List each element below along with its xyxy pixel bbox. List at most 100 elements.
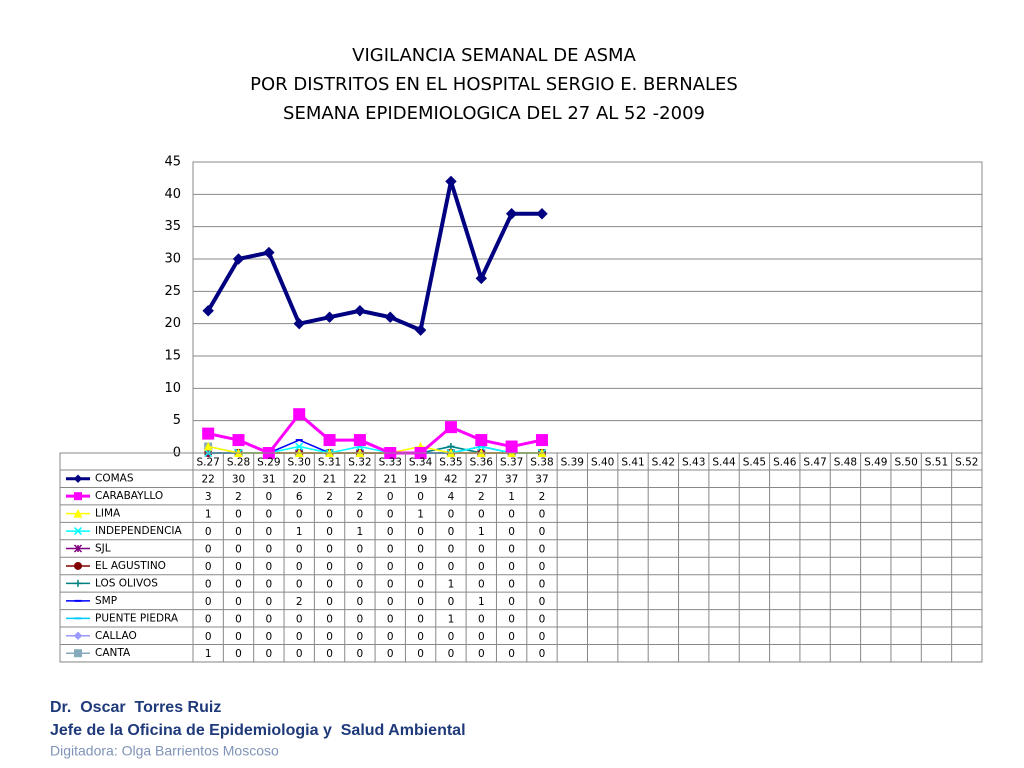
table-cell: 0 — [478, 544, 485, 556]
marker — [202, 305, 214, 317]
table-cell: 0 — [326, 561, 333, 573]
marker — [203, 441, 213, 451]
table-cell: 0 — [387, 509, 394, 521]
marker — [445, 175, 457, 188]
y-tick-label: 15 — [164, 349, 181, 364]
y-tick-label: 35 — [164, 219, 181, 234]
table-cell: 0 — [266, 631, 273, 643]
legend-label: INDEPENDENCIA — [95, 525, 182, 537]
x-tick-label: S.31 — [318, 457, 341, 469]
x-tick-label: S.46 — [773, 457, 797, 469]
table-cell: 0 — [539, 509, 546, 521]
table-cell: 0 — [478, 509, 485, 521]
y-tick-label: 45 — [164, 155, 181, 170]
table-cell: 0 — [478, 631, 485, 643]
legend-label: CARABAYLLO — [95, 490, 163, 502]
marker — [323, 434, 336, 447]
marker — [414, 324, 427, 336]
marker — [354, 305, 366, 317]
marker — [444, 421, 457, 434]
table-cell: 1 — [448, 613, 455, 625]
table-cell: 1 — [417, 509, 424, 521]
marker — [295, 442, 304, 451]
table-cell: 0 — [387, 631, 394, 643]
table-cell: 37 — [505, 474, 518, 486]
x-tick-label: S.28 — [227, 457, 250, 469]
marker — [232, 434, 245, 447]
table-cell: 0 — [539, 544, 546, 556]
table-cell: 0 — [205, 631, 212, 643]
x-tick-label: S.52 — [955, 457, 978, 469]
table-cell: 22 — [201, 474, 214, 486]
chart-title: SEMANA EPIDEMIOLOGICA DEL 27 AL 52 -2009 — [283, 103, 705, 124]
table-cell: 0 — [235, 613, 242, 625]
table-cell: 0 — [235, 509, 242, 521]
table-cell: 2 — [235, 491, 242, 503]
table-cell: 1 — [508, 491, 515, 503]
table-cell: 0 — [235, 596, 242, 608]
table-cell: 0 — [387, 613, 394, 625]
footer-text: Dr. Oscar Torres Ruiz — [50, 699, 221, 716]
x-tick-label: S.41 — [621, 457, 644, 469]
legend-label: CALLAO — [95, 630, 137, 642]
table-cell: 0 — [508, 526, 515, 538]
table-cell: 0 — [266, 578, 273, 590]
table-cell: 0 — [205, 544, 212, 556]
legend-label: LIMA — [95, 508, 121, 520]
marker — [505, 208, 518, 220]
legend-label: EL AGUSTINO — [95, 560, 166, 572]
table-cell: 0 — [205, 613, 212, 625]
table-cell: 0 — [357, 596, 364, 608]
table-cell: 0 — [539, 648, 546, 660]
table-cell: 0 — [417, 544, 424, 556]
table-cell: 0 — [326, 631, 333, 643]
table-cell: 37 — [535, 474, 548, 486]
table-cell: 0 — [387, 578, 394, 590]
table-cell: 0 — [508, 544, 515, 556]
y-tick-label: 5 — [173, 413, 181, 428]
marker — [232, 253, 245, 265]
table-cell: 19 — [414, 474, 427, 486]
table-cell: 0 — [539, 561, 546, 573]
y-tick-label: 30 — [164, 252, 181, 267]
x-tick-label: S.51 — [925, 457, 948, 469]
table-cell: 0 — [417, 578, 424, 590]
legend-marker — [74, 649, 82, 658]
table-cell: 0 — [266, 613, 273, 625]
legend-label: CANTA — [95, 647, 131, 659]
table-cell: 0 — [296, 509, 303, 521]
table-cell: 0 — [205, 561, 212, 573]
table-cell: 0 — [448, 596, 455, 608]
table-cell: 0 — [508, 613, 515, 625]
x-tick-label: S.49 — [864, 457, 887, 469]
table-cell: 0 — [235, 526, 242, 538]
footer-text: Jefe de la Oficina de Epidemiologia y Sa… — [50, 722, 466, 739]
x-tick-label: S.48 — [834, 457, 857, 469]
table-cell: 0 — [478, 648, 485, 660]
table-cell: 0 — [448, 631, 455, 643]
legend-label: LOS OLIVOS — [95, 577, 158, 589]
legend-marker — [74, 492, 82, 501]
table-cell: 0 — [357, 578, 364, 590]
table-cell: 0 — [387, 544, 394, 556]
x-tick-label: S.47 — [803, 457, 826, 469]
table-cell: 2 — [296, 596, 303, 608]
table-cell: 2 — [478, 491, 485, 503]
y-tick-label: 40 — [164, 187, 181, 202]
marker — [505, 440, 518, 453]
table-cell: 21 — [323, 474, 336, 486]
table-cell: 0 — [417, 561, 424, 573]
table-cell: 0 — [508, 631, 515, 643]
legend-label: COMAS — [95, 473, 134, 485]
legend-label: SJL — [95, 543, 111, 555]
x-tick-label: S.44 — [712, 457, 736, 469]
table-cell: 0 — [387, 648, 394, 660]
table-cell: 0 — [508, 578, 515, 590]
table-cell: 0 — [205, 596, 212, 608]
table-cell: 1 — [478, 596, 485, 608]
table-cell: 0 — [417, 631, 424, 643]
table-cell: 0 — [417, 596, 424, 608]
table-cell: 0 — [326, 596, 333, 608]
legend-marker — [73, 474, 83, 483]
table-cell: 0 — [387, 526, 394, 538]
